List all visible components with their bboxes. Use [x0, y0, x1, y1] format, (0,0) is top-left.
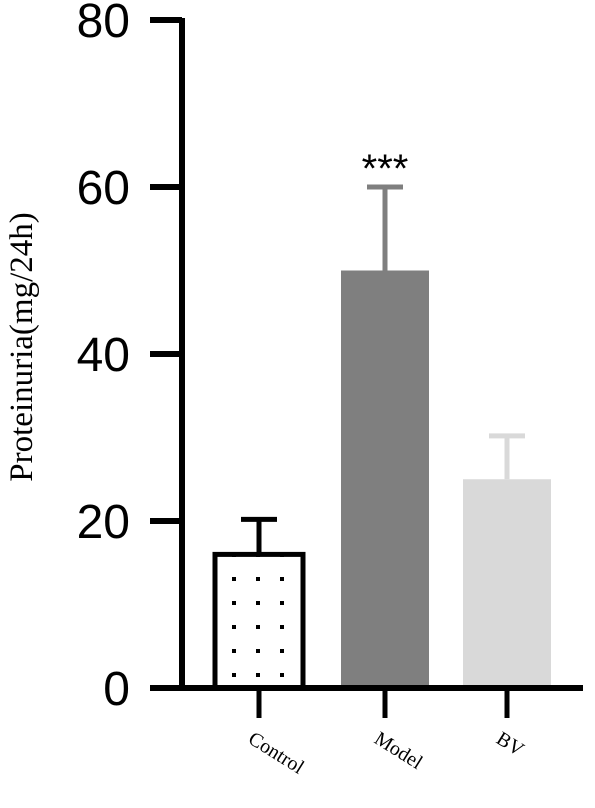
x-tick-label-control: Control — [244, 728, 308, 779]
x-tick-label-model: Model — [370, 728, 426, 775]
bar-bv — [463, 479, 551, 688]
y-tick-label-0: 0 — [103, 663, 130, 716]
bar-model — [341, 270, 429, 688]
y-axis-label: Proteinuria(mg/24h) — [4, 212, 40, 481]
y-tick-label-40: 40 — [77, 329, 130, 382]
y-tick-label-20: 20 — [77, 496, 130, 549]
y-tick-label-60: 60 — [77, 162, 130, 215]
y-tick-label-80: 80 — [77, 0, 130, 48]
x-tick-label-bv: BV — [492, 728, 528, 762]
significance-marker-model: *** — [362, 147, 409, 191]
bar-control — [212, 551, 306, 691]
